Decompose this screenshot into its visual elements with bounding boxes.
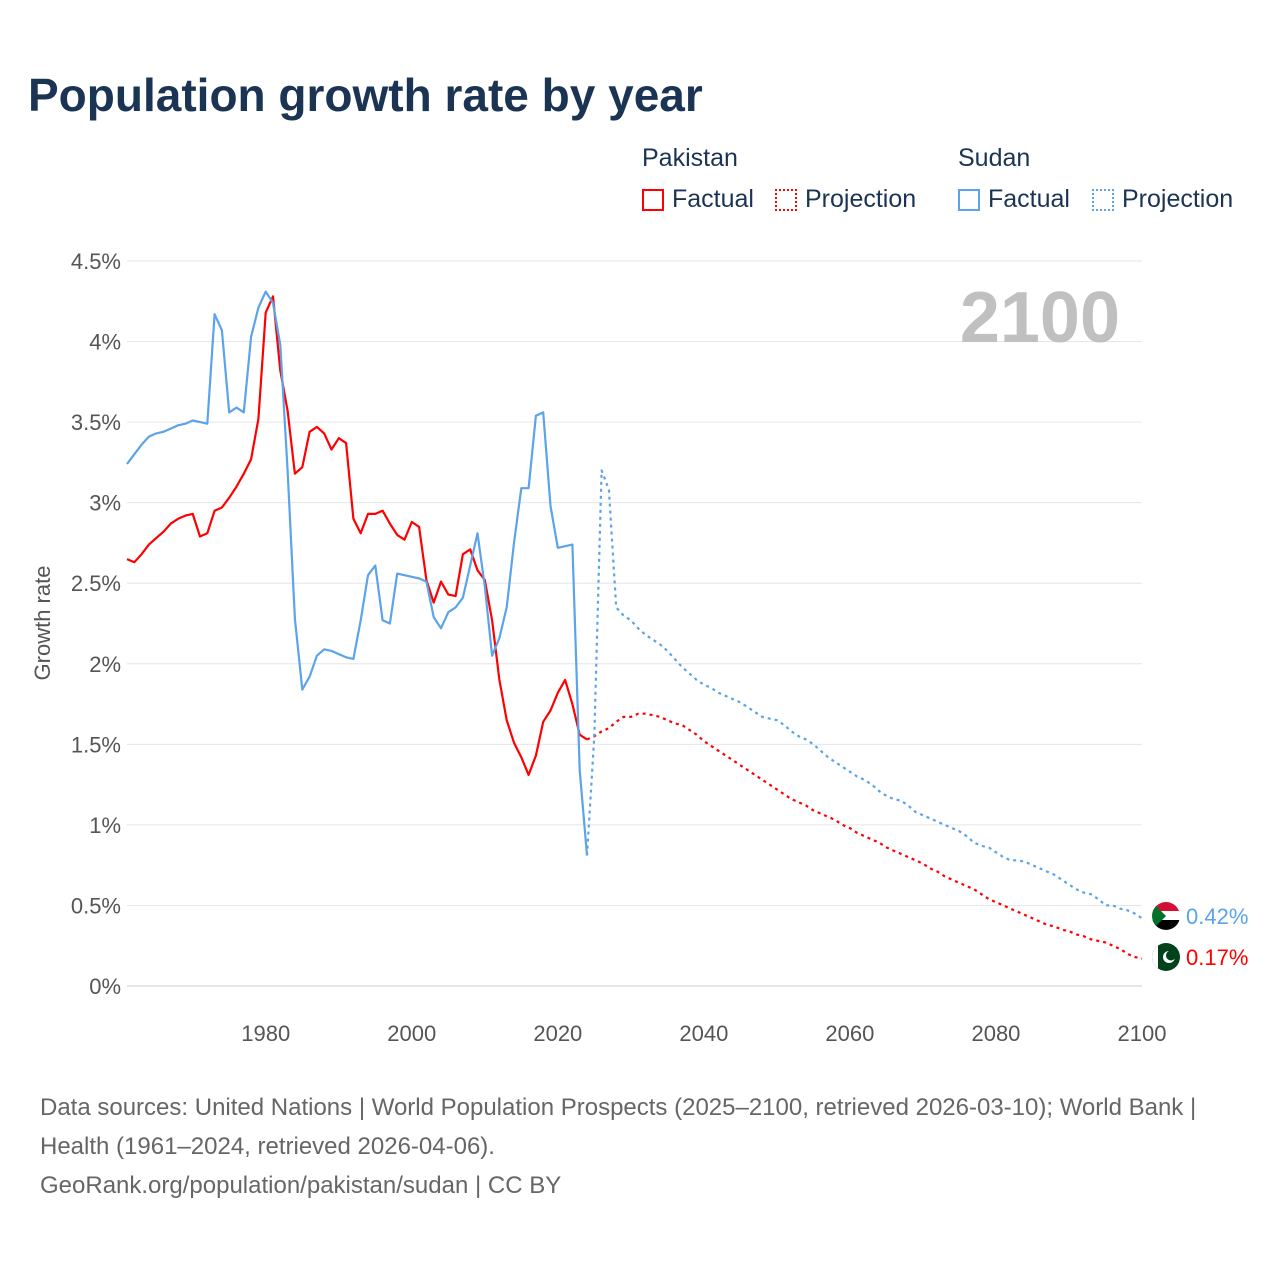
x-tick-label: 2080 [971, 1021, 1020, 1046]
legend-swatch-solid [958, 188, 980, 211]
chart-title: Population growth rate by year [28, 69, 703, 121]
sudan-end-value: 0.42% [1186, 904, 1248, 929]
x-tick-label: 2020 [533, 1021, 582, 1046]
year-label: 2100 [960, 278, 1120, 358]
y-axis-label: Growth rate [30, 566, 55, 681]
legend-swatch-dotted [1092, 188, 1114, 211]
y-tick-label: 3% [89, 491, 121, 516]
x-tick-label: 2040 [679, 1021, 728, 1046]
x-tick-label: 2060 [825, 1021, 874, 1046]
sudan-flag-icon [1152, 902, 1180, 930]
legend-label: Factual [988, 185, 1070, 213]
footer: Data sources: United Nations | World Pop… [40, 1088, 1240, 1205]
legend-pakistan-heading: Pakistan [642, 144, 738, 172]
y-tick-label: 3.5% [71, 410, 121, 435]
y-tick-label: 1% [89, 813, 121, 838]
pakistan-factual-line [126, 295, 588, 776]
y-tick-label: 1.5% [71, 732, 121, 757]
legend-label: Projection [1122, 185, 1234, 213]
sudan-projection-line [585, 469, 1143, 920]
y-tick-label: 4% [89, 330, 121, 355]
pakistan-projection-line [586, 712, 1143, 960]
legend-sudan-factual[interactable]: Factual [958, 185, 1070, 214]
pakistan-flag-icon [1152, 943, 1180, 971]
credit-link[interactable]: GeoRank.org/population/pakistan/sudan | … [40, 1172, 562, 1199]
legend-label: Projection [805, 185, 917, 213]
y-tick-label: 4.5% [71, 249, 121, 274]
data-sources: Data sources: United Nations | World Pop… [40, 1094, 1197, 1160]
x-tick-label: 2000 [387, 1021, 436, 1046]
legend-sudan-heading: Sudan [958, 144, 1031, 172]
legend-pakistan-factual[interactable]: Factual [642, 185, 754, 214]
y-tick-label: 2% [89, 652, 121, 677]
y-tick-label: 2.5% [71, 571, 121, 596]
x-tick-label: 1980 [241, 1021, 290, 1046]
legend-sudan-projection[interactable]: Projection [1092, 185, 1233, 214]
legend-pakistan-projection[interactable]: Projection [775, 185, 916, 214]
y-tick-label: 0.5% [71, 893, 121, 918]
y-tick-label: 0% [89, 974, 121, 999]
legend-swatch-dotted [775, 188, 797, 211]
sudan-factual-line [126, 290, 589, 856]
legend-label: Factual [672, 185, 754, 213]
pakistan-end-value: 0.17% [1186, 945, 1248, 970]
x-tick-label: 2100 [1118, 1021, 1167, 1046]
legend-swatch-solid [642, 188, 664, 211]
